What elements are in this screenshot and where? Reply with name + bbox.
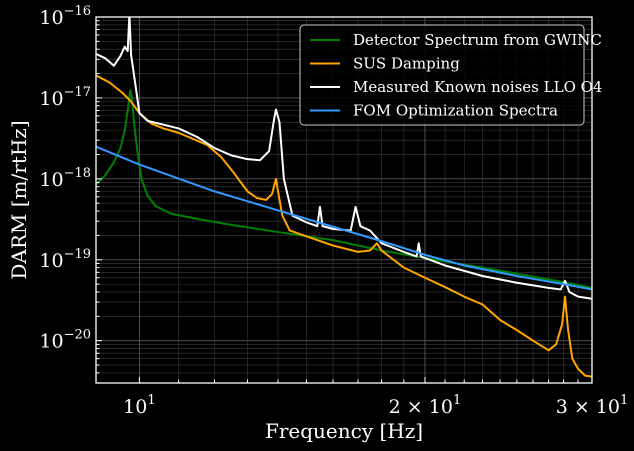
series-line-fom-optimization-spectra xyxy=(96,145,592,291)
x-tick-label: 3 × 101 xyxy=(556,393,629,418)
legend-entry: FOM Optimization Spectra xyxy=(353,102,558,120)
legend-box xyxy=(299,24,585,126)
legend-entry: Measured Known noises LLO O4 xyxy=(353,78,602,96)
y-tick-label: 10−18 xyxy=(39,166,91,191)
plot-frame xyxy=(95,16,593,384)
series-line-detector-spectrum-from-gwinc xyxy=(96,89,592,289)
y-tick-label: 10−19 xyxy=(39,247,91,272)
ticks xyxy=(95,16,593,384)
legend-entry: SUS Damping xyxy=(353,55,460,73)
legend-entry: Detector Spectrum from GWINC xyxy=(353,31,602,49)
y-tick-label: 10−17 xyxy=(39,85,91,110)
legend: Detector Spectrum from GWINC SUS Damping M… xyxy=(299,24,602,126)
y-axis-label: DARM [m/rtHz] xyxy=(7,120,31,279)
x-tick-label: 2 × 101 xyxy=(389,393,462,418)
y-tick-label: 10−16 xyxy=(39,4,91,29)
x-tick-label: 101 xyxy=(123,393,155,418)
tick-labels: 10−20 10−19 10−18 10−17 10−16 101 2 × 101 3 × 1… xyxy=(39,4,628,418)
series-line-sus-damping xyxy=(96,74,592,378)
y-tick-label: 10−20 xyxy=(39,328,91,353)
series-layer xyxy=(96,17,592,378)
x-axis-label: Frequency [Hz] xyxy=(265,419,423,443)
